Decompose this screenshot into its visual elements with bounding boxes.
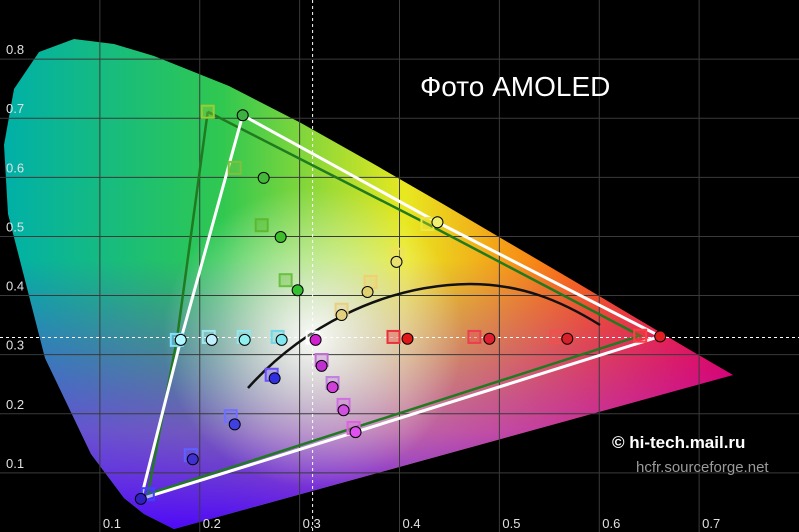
y-tick-label: 0.4 [6, 279, 24, 294]
x-tick-label: 0.4 [403, 516, 421, 531]
measured-point [228, 418, 241, 431]
measured-point [390, 255, 403, 268]
target-point [633, 328, 648, 343]
copyright: © hi-tech.mail.ru [612, 433, 745, 452]
measured-point [561, 332, 574, 345]
measured-point [238, 333, 251, 346]
measured-point [654, 330, 667, 343]
measured-point [205, 333, 218, 346]
measured-point [236, 109, 249, 122]
target-point [227, 160, 242, 175]
spectral-locus [4, 39, 733, 529]
target-point [386, 329, 401, 344]
measured-point [349, 426, 362, 439]
target-point [200, 104, 215, 119]
target-point [420, 217, 435, 232]
measured-point [274, 231, 287, 244]
y-tick-label: 0.6 [6, 160, 24, 175]
measured-point [315, 359, 328, 372]
x-tick-label: 0.1 [103, 516, 121, 531]
target-point [278, 273, 293, 288]
measured-point [431, 216, 444, 229]
x-tick-label: 0.5 [502, 516, 520, 531]
x-tick-label: 0.3 [303, 516, 321, 531]
measured-point [186, 453, 199, 466]
x-tick-label: 0.2 [203, 516, 221, 531]
x-tick-label: 0.7 [702, 516, 720, 531]
measured-point [326, 381, 339, 394]
measured-point [309, 333, 322, 346]
source: hcfr.sourceforge.net [636, 459, 769, 476]
measured-point [401, 332, 414, 345]
x-tick-label: 0.6 [602, 516, 620, 531]
measured-point [291, 284, 304, 297]
measured-point [275, 333, 288, 346]
y-tick-label: 0.8 [6, 42, 24, 57]
measured-point [337, 404, 350, 417]
measured-point [134, 492, 147, 505]
measured-point [483, 332, 496, 345]
planckian-locus [247, 282, 601, 389]
y-tick-label: 0.7 [6, 101, 24, 116]
measured-point [335, 309, 348, 322]
measured-point [268, 372, 281, 385]
y-tick-label: 0.5 [6, 219, 24, 234]
target-point [467, 329, 482, 344]
y-tick-label: 0.1 [6, 456, 24, 471]
chart-title: Фото AMOLED [420, 71, 610, 102]
y-tick-label: 0.2 [6, 397, 24, 412]
target-point [254, 218, 269, 233]
y-tick-label: 0.3 [6, 338, 24, 353]
measured-point [174, 333, 187, 346]
measured-point [361, 286, 374, 299]
measured-point [257, 171, 270, 184]
target-point [549, 329, 564, 344]
